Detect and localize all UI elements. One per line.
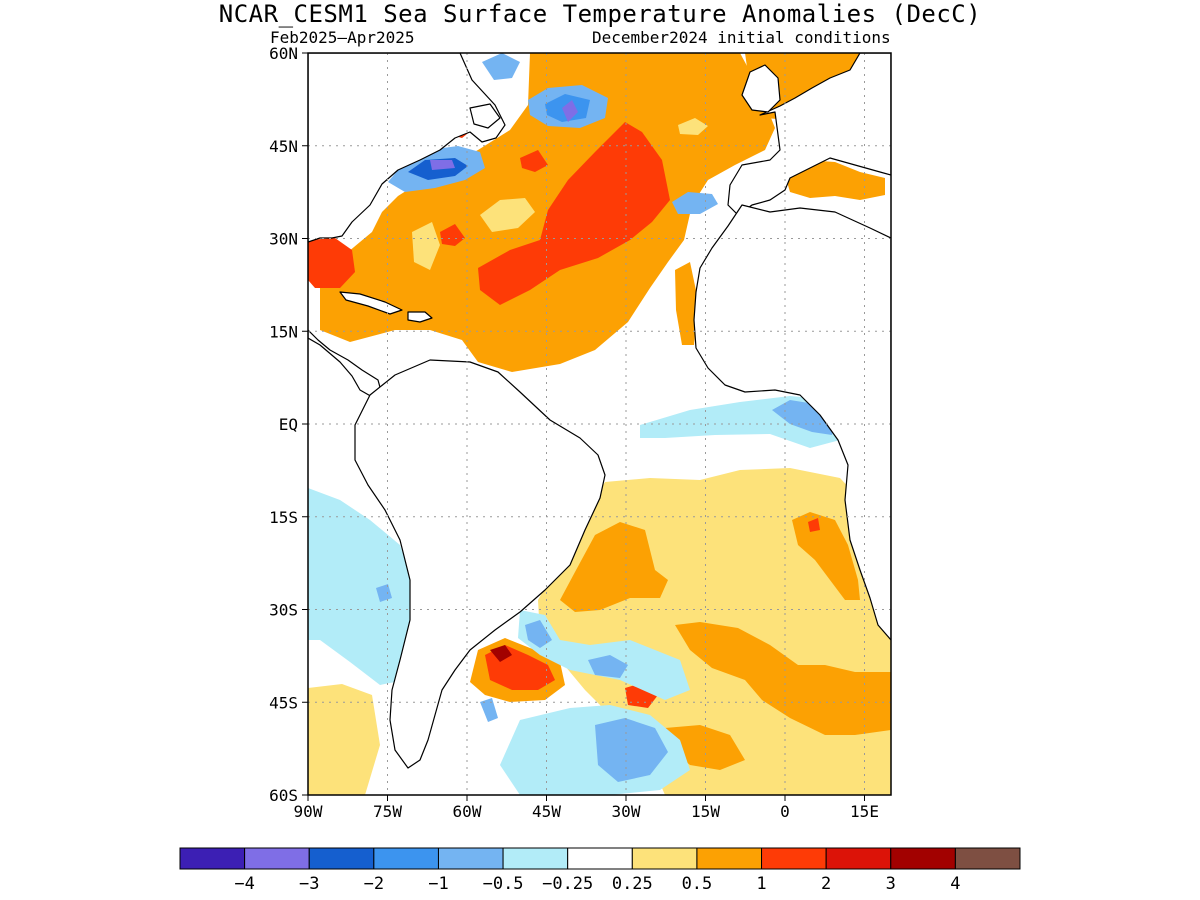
y-axis: 60N 45N 30N 15N EQ 15S 30S 45S 60S	[269, 44, 308, 805]
y-tick-label: 45N	[269, 137, 298, 156]
x-axis: 90W 75W 60W 45W 30W 15W 0 15E	[294, 795, 879, 821]
x-tick-label: 15E	[850, 802, 879, 821]
hot-spot-mid-atlantic	[520, 150, 548, 172]
colorbar-swatch	[179, 847, 246, 870]
colorbar-label: 2	[821, 874, 831, 894]
colorbar-swatch	[761, 847, 827, 870]
map-title: NCAR_CESM1 Sea Surface Temperature Anoma…	[218, 0, 982, 28]
colorbar-swatch	[437, 847, 504, 870]
land-hispaniola	[407, 311, 433, 323]
cool-patch-southwest-1	[525, 620, 552, 648]
cool-patch-azores	[672, 192, 718, 214]
cool-region-southwest-atlantic	[518, 610, 690, 700]
y-tick-label: 30N	[269, 230, 298, 249]
colorbar-label: −1	[428, 874, 448, 894]
colorbar-swatch	[308, 847, 375, 870]
colorbar-swatch	[696, 847, 763, 870]
graticule	[308, 53, 891, 795]
warm-region-canary	[675, 262, 698, 345]
forecast-period: Feb2025–Apr2025	[270, 28, 415, 47]
colorbar-swatch	[567, 847, 633, 870]
colorbar-swatch	[244, 847, 310, 870]
y-tick-label: 60S	[269, 786, 298, 805]
warm-patch-southeast-pacific	[308, 684, 380, 795]
y-tick-label: 15N	[269, 322, 298, 341]
y-tick-label: EQ	[279, 415, 298, 434]
warm-region-south-atlantic-west	[560, 522, 668, 612]
cool-patch-east-pacific	[376, 584, 392, 602]
colorbar-label: 0.5	[682, 874, 713, 894]
colorbar-swatch	[954, 847, 1021, 870]
x-tick-label: 75W	[373, 802, 402, 821]
hot-core-gulf-of-mexico	[308, 238, 355, 288]
mild-patch-1	[480, 198, 535, 232]
y-tick-label: 30S	[269, 601, 298, 620]
colorbar-label: 3	[886, 874, 896, 894]
hottest-core-brazil-malvinas	[490, 645, 512, 662]
hot-spot-west-atlantic	[440, 224, 465, 246]
coldest-core-gulf-of-maine	[430, 160, 455, 170]
x-tick-label: 0	[780, 802, 790, 821]
land-masses	[308, 53, 891, 769]
colorbar-swatch	[373, 847, 439, 870]
x-tick-label: 30W	[612, 802, 641, 821]
initial-conditions: December2024 initial conditions	[592, 28, 891, 47]
land-central-america	[308, 329, 385, 403]
colorbar-label: −2	[364, 874, 384, 894]
x-tick-label: 45W	[532, 802, 561, 821]
colorbar-swatch	[825, 847, 892, 870]
cold-core-south-georgia	[595, 718, 668, 782]
x-tick-label: 60W	[453, 802, 482, 821]
hot-core-central-atlantic	[478, 122, 670, 305]
land-newfoundland	[469, 103, 501, 129]
x-tick-label: 90W	[294, 802, 323, 821]
warm-region-south-atlantic-east	[675, 622, 891, 735]
x-tick-label: 15W	[691, 802, 720, 821]
colorbar-label: −4	[234, 874, 254, 894]
cool-patch-north	[482, 53, 520, 80]
anomaly-field	[308, 53, 891, 795]
land-europe	[727, 53, 891, 216]
colorbar-label: −3	[299, 874, 319, 894]
warm-region-angola	[792, 512, 860, 600]
cool-patch-southwest-3	[480, 698, 498, 722]
cool-band-east-pacific	[308, 488, 412, 685]
warm-region-mediterranean	[785, 160, 885, 200]
land-north-america	[308, 53, 506, 243]
land-south-america	[354, 359, 606, 769]
colorbar-swatch	[502, 847, 569, 870]
colorbar-label: 1	[756, 874, 766, 894]
mild-patch-3	[678, 118, 708, 135]
cool-patch-southwest-2	[588, 655, 628, 678]
y-tick-label: 45S	[269, 693, 298, 712]
land-africa	[693, 204, 891, 641]
colorbar-label: −0.5	[483, 874, 524, 894]
colorbar-swatch	[890, 847, 956, 870]
coldest-core-labrador-sea	[562, 100, 578, 122]
colorbar-swatch	[631, 847, 698, 870]
colorbar: −4 −3 −2 −1 −0.5 −0.25 0.25 0.5 1 2 3 4	[179, 847, 1021, 894]
y-tick-label: 60N	[269, 44, 298, 63]
colorbar-label: 0.25	[612, 874, 653, 894]
y-tick-label: 15S	[269, 508, 298, 527]
land-british-isles	[741, 64, 781, 113]
mild-patch-2	[412, 222, 440, 270]
land-cuba	[339, 291, 403, 315]
colorbar-label: 4	[950, 874, 960, 894]
hot-spot-angola	[808, 518, 820, 532]
colorbar-label: −0.25	[542, 874, 593, 894]
